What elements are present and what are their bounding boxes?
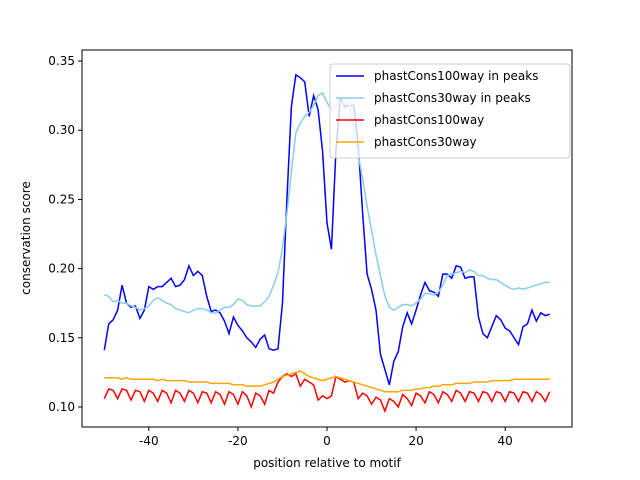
y-axis-label: conservation score (19, 181, 33, 295)
x-tick-label: -40 (139, 434, 159, 448)
x-tick-label: -20 (228, 434, 248, 448)
y-tick-label: 0.10 (48, 400, 75, 414)
y-tick-label: 0.35 (48, 54, 75, 68)
series-line (104, 370, 550, 393)
x-tick-label: 40 (498, 434, 513, 448)
x-axis-label: position relative to motif (253, 456, 401, 470)
y-tick-label: 0.20 (48, 262, 75, 276)
x-tick-label: 20 (408, 434, 423, 448)
y-tick-label: 0.25 (48, 192, 75, 206)
legend-box (329, 63, 571, 159)
x-tick-label: 0 (323, 434, 331, 448)
legend-label: phastCons30way (374, 135, 477, 149)
series-line (104, 91, 550, 314)
plot-frame (81, 49, 573, 428)
legend-label: phastCons100way in peaks (374, 69, 538, 83)
y-tick-label: 0.30 (48, 123, 75, 137)
series-line (103, 73, 550, 386)
legend-label: phastCons30way in peaks (374, 91, 531, 105)
series-line (103, 372, 551, 414)
y-tick-label: 0.15 (48, 331, 75, 345)
legend-label: phastCons100way (374, 113, 484, 127)
